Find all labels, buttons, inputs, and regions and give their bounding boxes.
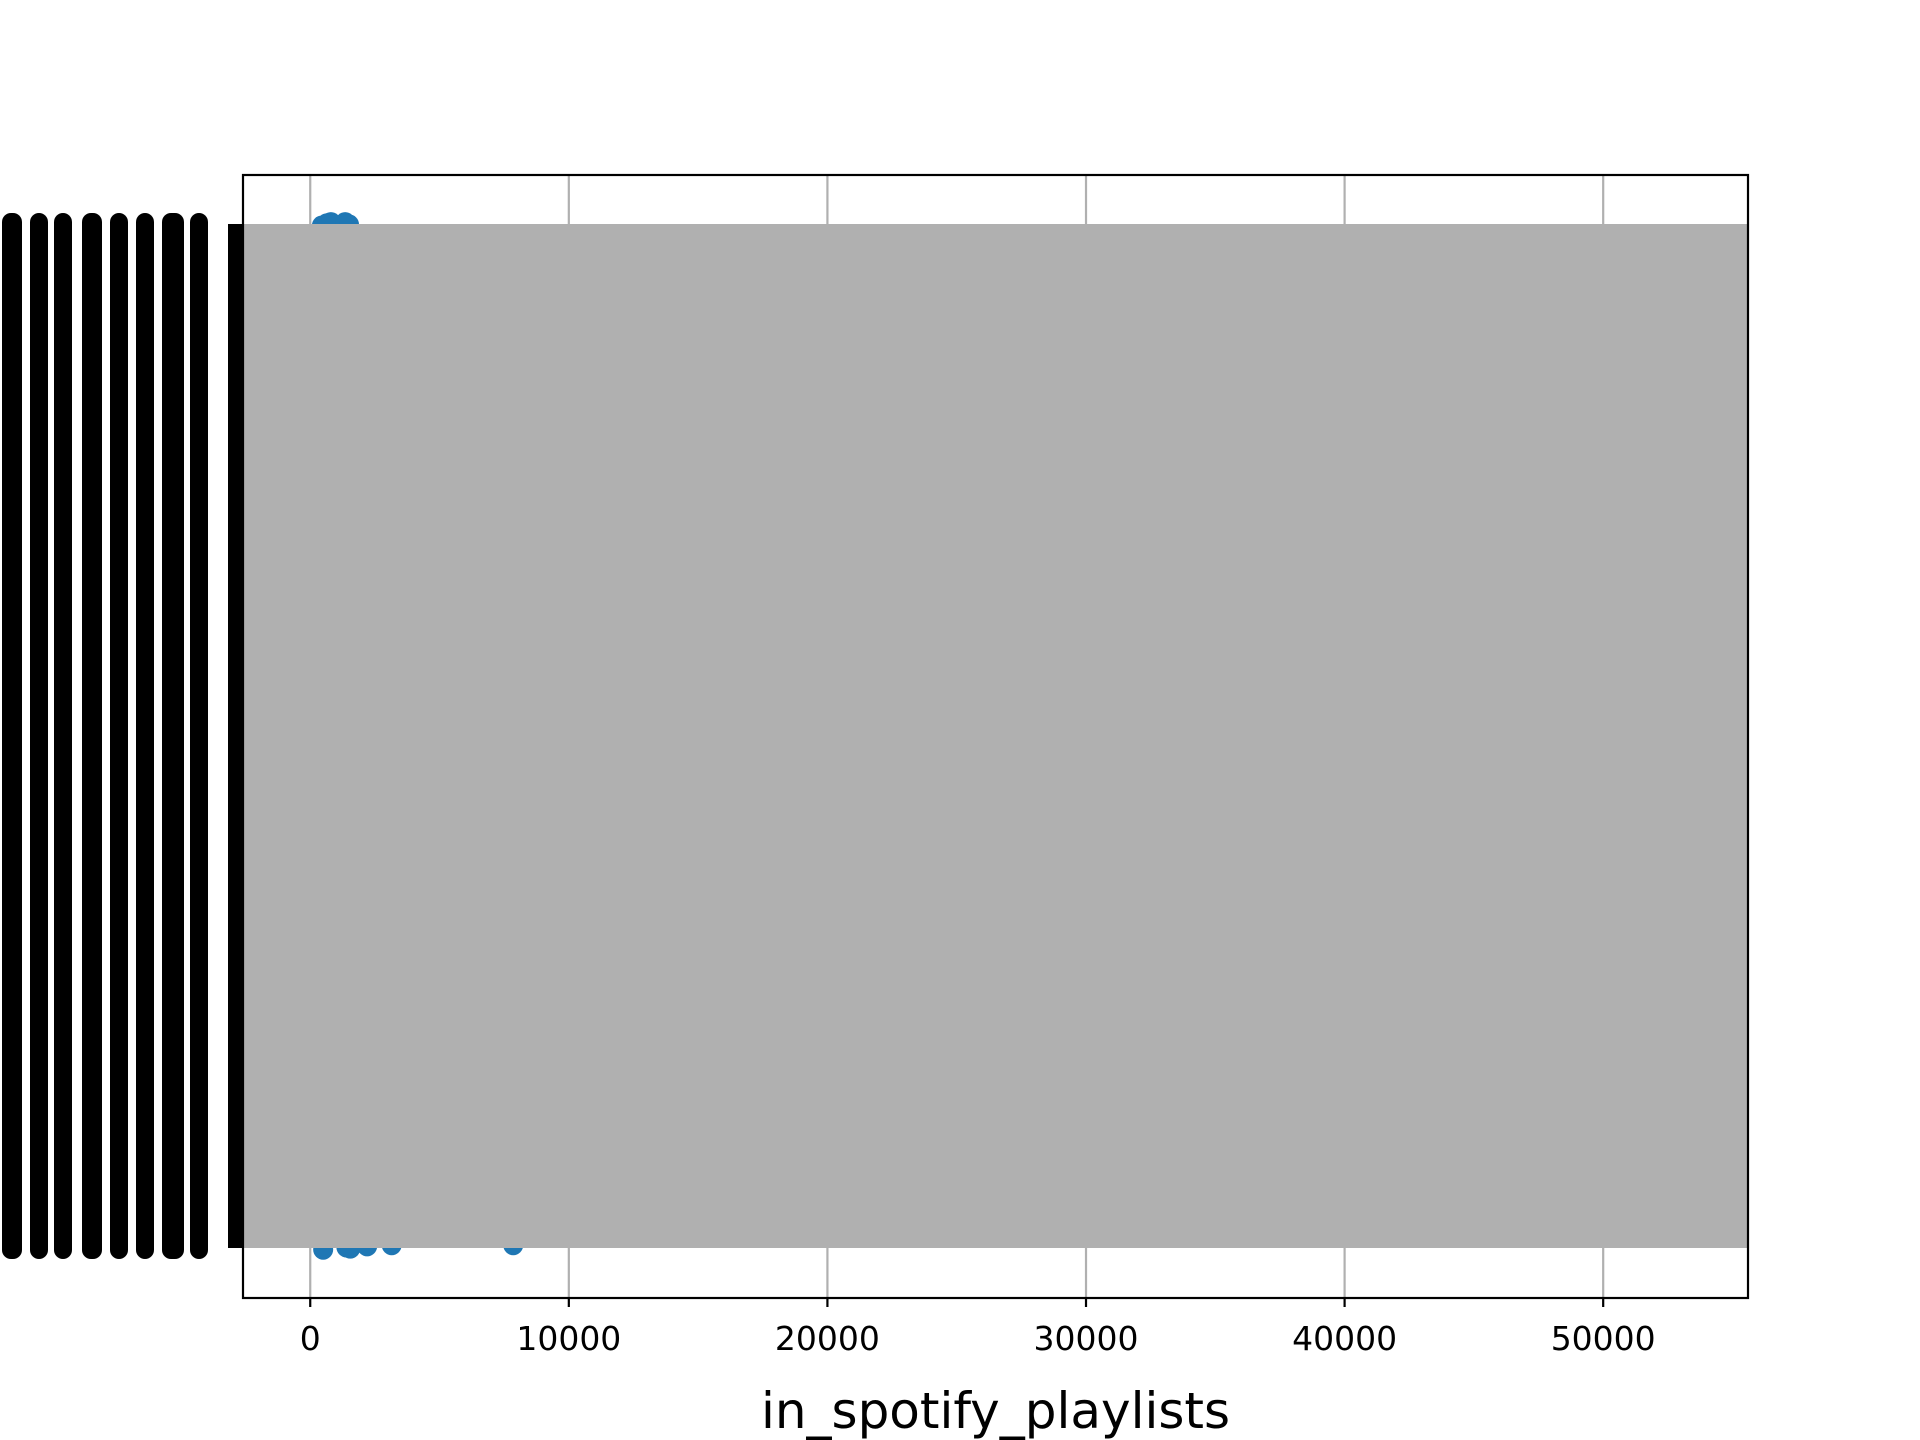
x-tick-label: 50000 — [1551, 1319, 1656, 1358]
x-tick-label: 40000 — [1292, 1319, 1397, 1358]
overlapping-tick-band — [243, 224, 1748, 1248]
y-tick-label-column — [82, 213, 102, 1259]
x-tick-label: 10000 — [516, 1319, 621, 1358]
x-tick-label: 0 — [300, 1319, 321, 1358]
y-tick-marks — [228, 224, 243, 1248]
y-tick-label-column — [162, 213, 184, 1259]
y-tick-label-column — [136, 213, 154, 1259]
y-tick-labels-overlapping — [2, 213, 208, 1259]
y-tick-strip — [228, 224, 243, 1248]
y-tick-label-column — [30, 213, 48, 1259]
x-axis-ticks: 0 10000 20000 30000 40000 50000 — [300, 1298, 1656, 1358]
x-axis-title: in_spotify_playlists — [761, 1382, 1230, 1440]
y-tick-label-column — [110, 213, 128, 1259]
x-tick-label: 30000 — [1034, 1319, 1139, 1358]
y-tick-label-column — [2, 213, 22, 1259]
y-tick-label-column — [54, 213, 72, 1259]
x-tick-label: 20000 — [775, 1319, 880, 1358]
y-tick-label-column — [190, 213, 208, 1259]
